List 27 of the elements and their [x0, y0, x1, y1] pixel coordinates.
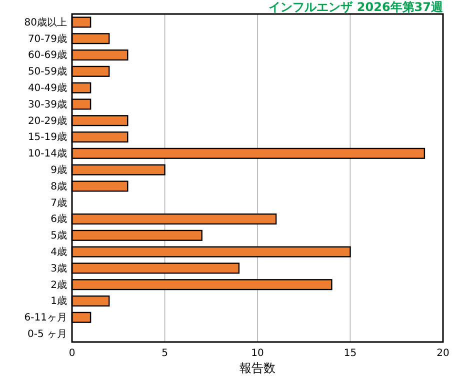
- y-tick-label: 1歳: [50, 295, 67, 308]
- y-tick-label: 20-29歳: [28, 114, 67, 127]
- y-tick-label: 60-69歳: [28, 49, 67, 62]
- y-tick-label: 2歳: [50, 278, 67, 291]
- y-tick-label: 70-79歳: [28, 32, 67, 45]
- x-tick-label: 15: [344, 348, 357, 360]
- y-tick-label: 10-14歳: [28, 148, 67, 160]
- x-tick-label: 0: [68, 348, 76, 360]
- x-tick-label: 10: [251, 348, 264, 360]
- x-tick-label: 5: [162, 348, 168, 360]
- y-tick-label: 40-49歳: [28, 82, 67, 94]
- y-tick-label: 6-11ヶ月: [24, 312, 67, 324]
- y-tick-label: 6歳: [50, 213, 67, 226]
- y-tick-label: 80歳以上: [24, 16, 67, 28]
- x-axis-title: 報告数: [240, 361, 276, 375]
- y-tick-label: 7歳: [50, 196, 67, 209]
- y-tick-label: 50-59歳: [28, 66, 67, 78]
- y-tick-label: 4歳: [50, 246, 67, 258]
- y-tick-label: 30-39歳: [28, 98, 67, 110]
- y-tick-label: 0-5 ヶ月: [27, 329, 67, 340]
- y-tick-label: 9歳: [50, 164, 67, 176]
- chart-title: インフルエンザ 2026年第37週: [268, 0, 444, 14]
- y-tick-label: 3歳: [50, 262, 67, 274]
- y-tick-label: 15-19歳: [28, 131, 67, 144]
- x-tick-label: 20: [436, 348, 450, 360]
- y-tick-label: 8歳: [50, 180, 67, 192]
- y-tick-label: 5歳: [50, 230, 67, 242]
